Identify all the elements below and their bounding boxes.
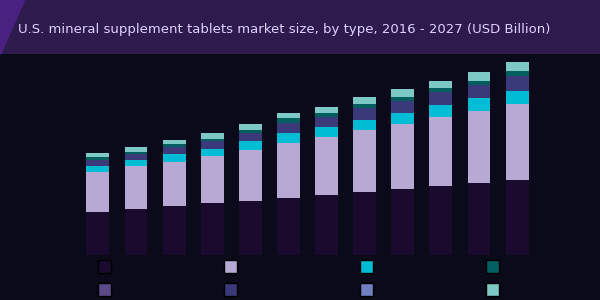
Bar xyxy=(353,104,376,108)
Bar xyxy=(467,98,490,111)
Bar xyxy=(277,133,300,143)
Bar xyxy=(86,172,109,212)
Bar xyxy=(315,112,338,117)
Bar xyxy=(506,62,529,70)
Bar xyxy=(86,212,109,267)
Bar xyxy=(277,112,300,118)
Bar xyxy=(391,112,414,124)
Bar xyxy=(125,147,148,152)
Bar xyxy=(163,206,185,267)
Bar xyxy=(506,180,529,267)
Bar xyxy=(391,97,414,101)
Bar xyxy=(353,130,376,192)
Bar xyxy=(125,160,148,166)
Bar xyxy=(125,154,148,160)
Bar xyxy=(163,162,185,206)
FancyBboxPatch shape xyxy=(224,283,237,296)
Bar xyxy=(163,147,185,155)
Bar xyxy=(467,81,490,85)
Polygon shape xyxy=(0,0,24,54)
Bar xyxy=(506,70,529,76)
FancyBboxPatch shape xyxy=(487,260,499,273)
Bar xyxy=(239,124,262,130)
Bar xyxy=(430,105,452,117)
Bar xyxy=(430,81,452,88)
Bar xyxy=(315,195,338,267)
Bar xyxy=(163,140,185,144)
Bar xyxy=(315,107,338,112)
FancyBboxPatch shape xyxy=(487,283,499,296)
Bar xyxy=(315,117,338,127)
FancyBboxPatch shape xyxy=(224,260,237,273)
Bar xyxy=(239,141,262,150)
Bar xyxy=(277,198,300,267)
Bar xyxy=(239,133,262,141)
Bar xyxy=(391,101,414,112)
FancyBboxPatch shape xyxy=(361,283,373,296)
FancyBboxPatch shape xyxy=(361,260,373,273)
Bar xyxy=(201,139,224,141)
Bar xyxy=(467,85,490,98)
Bar xyxy=(506,91,529,104)
Bar xyxy=(201,141,224,148)
Bar xyxy=(315,137,338,195)
Bar xyxy=(125,209,148,267)
Bar xyxy=(86,160,109,166)
FancyBboxPatch shape xyxy=(98,283,111,296)
Bar xyxy=(467,183,490,267)
Bar xyxy=(467,111,490,183)
Bar xyxy=(239,201,262,267)
Bar xyxy=(86,166,109,172)
Bar xyxy=(201,203,224,267)
Bar xyxy=(391,89,414,97)
Text: U.S. mineral supplement tablets market size, by type, 2016 - 2027 (USD Billion): U.S. mineral supplement tablets market s… xyxy=(18,23,550,36)
Bar xyxy=(277,118,300,123)
Bar xyxy=(239,150,262,201)
Bar xyxy=(315,127,338,137)
Bar xyxy=(506,76,529,91)
Bar xyxy=(201,156,224,203)
Bar xyxy=(391,124,414,189)
Bar xyxy=(430,186,452,267)
Bar xyxy=(467,72,490,81)
Bar xyxy=(86,153,109,157)
Bar xyxy=(239,130,262,133)
Bar xyxy=(353,192,376,267)
Bar xyxy=(430,88,452,92)
Bar xyxy=(163,154,185,162)
Bar xyxy=(353,97,376,104)
Bar xyxy=(163,144,185,147)
Bar xyxy=(125,152,148,154)
FancyBboxPatch shape xyxy=(98,260,111,273)
Bar xyxy=(86,157,109,160)
Bar xyxy=(353,108,376,120)
Bar xyxy=(277,123,300,133)
Bar xyxy=(430,117,452,186)
Bar xyxy=(277,143,300,198)
Bar xyxy=(353,120,376,130)
Bar xyxy=(125,166,148,209)
Bar xyxy=(201,133,224,139)
Bar xyxy=(506,104,529,180)
Bar xyxy=(430,92,452,105)
Bar xyxy=(201,148,224,156)
Bar xyxy=(391,189,414,267)
